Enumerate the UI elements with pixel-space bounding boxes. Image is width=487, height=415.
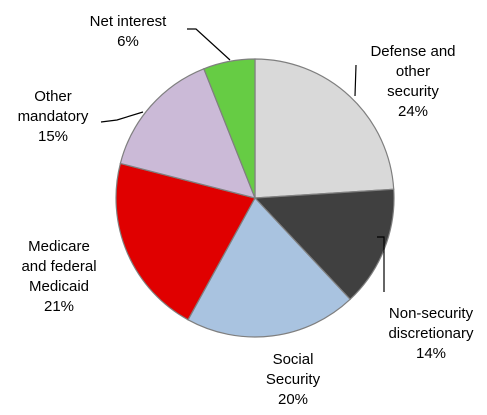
label-percent: 6% bbox=[117, 33, 139, 50]
label-medicare-and-federal-medicaid: Medicare and federal Medicaid 21% bbox=[14, 237, 104, 317]
leader-non-security-discretionary bbox=[377, 236, 385, 292]
label-line: Defense and bbox=[370, 43, 456, 60]
label-defense-and-other-security: Defense and other security 24% bbox=[360, 42, 466, 122]
slice-social-security bbox=[187, 196, 351, 338]
label-line: security bbox=[387, 83, 439, 100]
leader-net-interest bbox=[187, 28, 231, 61]
slice-medicare-and-federal-medicaid bbox=[115, 162, 256, 321]
label-line: and federal bbox=[21, 258, 97, 275]
label-line: Net interest bbox=[89, 13, 167, 30]
label-line: other bbox=[395, 63, 431, 80]
label-line: Other bbox=[34, 88, 72, 105]
leader-defense-and-other-security bbox=[354, 64, 357, 97]
label-line: Medicare bbox=[28, 238, 90, 255]
slice-other-mandatory bbox=[119, 67, 256, 199]
label-percent: 15% bbox=[37, 128, 69, 145]
label-social-security: Social Security 20% bbox=[258, 350, 328, 410]
label-line: discretionary bbox=[388, 325, 474, 342]
label-line: mandatory bbox=[17, 108, 89, 125]
leader-other-mandatory bbox=[100, 111, 144, 123]
label-line: Social bbox=[272, 351, 314, 368]
label-percent: 21% bbox=[43, 298, 75, 315]
label-percent: 14% bbox=[415, 345, 447, 362]
label-line: Medicaid bbox=[28, 278, 90, 295]
label-percent: 24% bbox=[397, 103, 429, 120]
label-non-security-discretionary: Non-security discretionary 14% bbox=[378, 304, 484, 364]
label-percent: 20% bbox=[277, 391, 309, 408]
label-net-interest: Net interest 6% bbox=[78, 12, 178, 52]
label-line: Security bbox=[265, 371, 321, 388]
label-other-mandatory: Other mandatory 15% bbox=[8, 87, 98, 147]
slice-net-interest bbox=[203, 58, 256, 199]
slice-defense-and-other-security bbox=[254, 58, 395, 199]
label-line: Non-security bbox=[388, 305, 474, 322]
